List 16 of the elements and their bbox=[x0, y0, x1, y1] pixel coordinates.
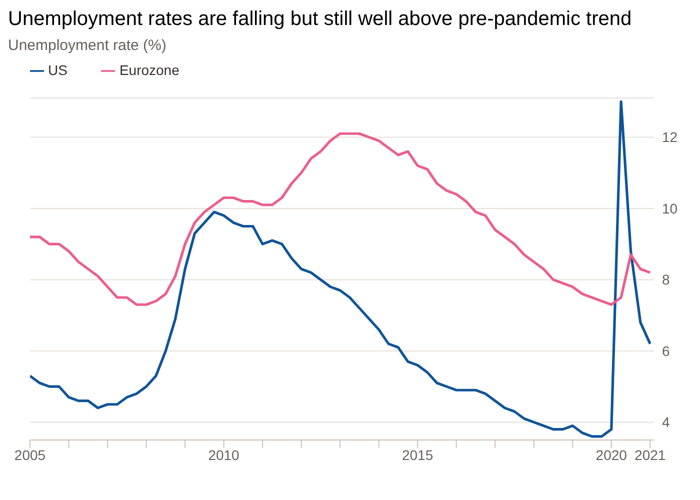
x-tick-label: 2015 bbox=[402, 446, 434, 463]
x-tick-label: 2021 bbox=[634, 446, 666, 463]
line-series bbox=[30, 100, 652, 438]
x-tick-label: 2010 bbox=[208, 446, 240, 463]
chart-subtitle: Unemployment rate (%) bbox=[8, 37, 168, 54]
line-series bbox=[30, 132, 652, 306]
legend-label: US bbox=[48, 62, 68, 78]
y-tick-label: 6 bbox=[662, 342, 670, 359]
y-tick-label: 12 bbox=[662, 129, 678, 146]
y-tick-label: 10 bbox=[662, 200, 678, 216]
y-tick-label: 4 bbox=[662, 414, 670, 430]
chart-title: Unemployment rates are falling but still well above pre-pandemic trend bbox=[8, 8, 633, 31]
legend-label: Eurozone bbox=[119, 62, 180, 78]
x-tick-label: 2005 bbox=[14, 446, 46, 463]
x-tick-label: 2020 bbox=[596, 446, 628, 463]
y-tick-label: 8 bbox=[662, 272, 670, 288]
